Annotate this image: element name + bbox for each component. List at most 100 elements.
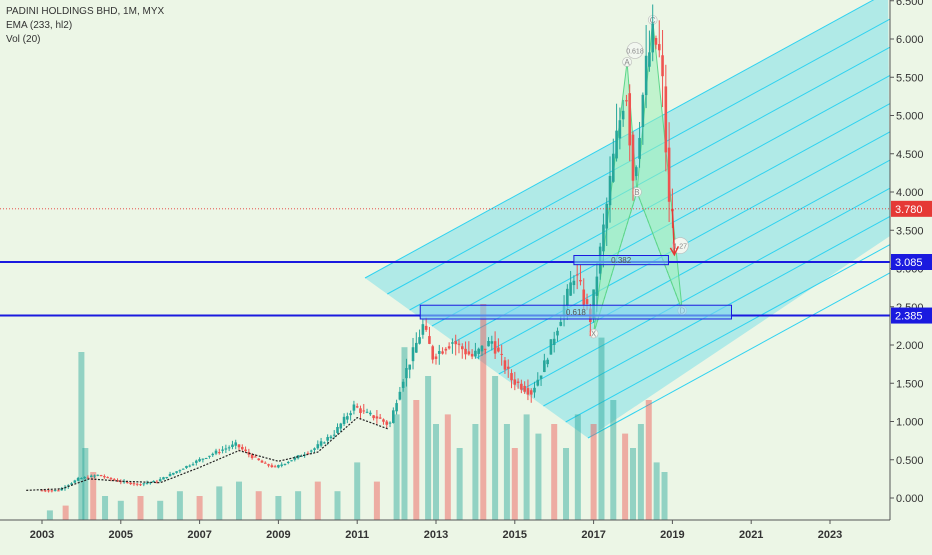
candle-body bbox=[238, 444, 241, 447]
x-tick-label: 2015 bbox=[503, 529, 527, 541]
candle-body bbox=[369, 413, 372, 415]
pattern-point-label: 1.27 bbox=[673, 244, 687, 251]
candle-body bbox=[546, 360, 549, 364]
candle-body bbox=[290, 460, 293, 461]
x-tick-label: 2009 bbox=[266, 529, 290, 541]
candle-body bbox=[651, 23, 654, 52]
pattern-point-label: X bbox=[591, 330, 597, 339]
legend-symbol: PADINI HOLDINGS BHD, 1M, MYX bbox=[6, 5, 164, 19]
candle-body bbox=[146, 483, 149, 484]
candle-body bbox=[362, 410, 365, 411]
volume-bar bbox=[512, 448, 518, 520]
candle-body bbox=[661, 55, 664, 76]
candle-body bbox=[619, 120, 622, 138]
candle-body bbox=[90, 476, 93, 477]
candle-body bbox=[605, 204, 608, 229]
y-tick-label: 5.000 bbox=[896, 111, 924, 123]
candle-body bbox=[353, 405, 356, 411]
candle-body bbox=[376, 416, 379, 418]
candle-body bbox=[185, 466, 188, 468]
candle-body bbox=[461, 346, 464, 349]
y-tick-label: 4.000 bbox=[896, 187, 924, 199]
candle-body bbox=[47, 490, 50, 491]
x-tick-label: 2013 bbox=[424, 529, 448, 541]
candle-body bbox=[317, 444, 320, 448]
fib-zone-label: 0.382 bbox=[611, 256, 632, 265]
candle-body bbox=[136, 484, 139, 485]
candle-body bbox=[468, 351, 471, 354]
level-tag-0: 3.085 bbox=[895, 257, 923, 269]
candle-body bbox=[635, 167, 638, 176]
candle-body bbox=[645, 56, 648, 95]
candle-body bbox=[379, 417, 382, 418]
candle-body bbox=[261, 461, 264, 463]
candle-body bbox=[642, 95, 645, 127]
candle-body bbox=[218, 452, 221, 453]
x-tick-label: 2019 bbox=[660, 529, 684, 541]
candle-body bbox=[569, 282, 572, 295]
candle-body bbox=[615, 131, 618, 159]
candle-body bbox=[277, 465, 280, 467]
volume-bar bbox=[413, 400, 419, 520]
y-tick-label: 2.000 bbox=[896, 340, 924, 352]
candle-body bbox=[458, 344, 461, 345]
candle-body bbox=[408, 365, 411, 370]
volume-bar bbox=[622, 434, 628, 520]
candle-body bbox=[336, 427, 339, 433]
candle-body bbox=[133, 483, 136, 484]
candle-body bbox=[445, 349, 448, 351]
volume-bar bbox=[504, 424, 510, 520]
volume-bar bbox=[433, 424, 439, 520]
candle-body bbox=[172, 473, 175, 475]
candle-body bbox=[389, 423, 392, 424]
candle-body bbox=[320, 441, 323, 445]
candle-body bbox=[609, 176, 612, 205]
candle-body bbox=[415, 343, 418, 353]
candle-body bbox=[638, 138, 641, 159]
volume-bar bbox=[654, 462, 660, 520]
candle-body bbox=[441, 351, 444, 353]
candle-body bbox=[454, 341, 457, 344]
candle-body bbox=[192, 464, 195, 465]
candle-body bbox=[280, 465, 283, 466]
candle-body bbox=[310, 451, 313, 452]
candle-body bbox=[412, 347, 415, 361]
volume-bar bbox=[63, 506, 69, 520]
volume-bar bbox=[216, 486, 222, 520]
y-tick-label: 1.500 bbox=[896, 378, 924, 390]
candle-body bbox=[267, 464, 270, 465]
candle-body bbox=[602, 225, 605, 252]
candle-body bbox=[195, 461, 198, 463]
y-tick-label: 0.500 bbox=[896, 455, 924, 467]
candle-body bbox=[399, 392, 402, 400]
candle-body bbox=[438, 351, 441, 354]
candle-body bbox=[520, 384, 523, 390]
candle-body bbox=[448, 346, 451, 348]
candle-body bbox=[139, 484, 142, 485]
candle-body bbox=[366, 412, 369, 413]
volume-bar bbox=[551, 424, 557, 520]
candle-body bbox=[451, 342, 454, 343]
volume-bar bbox=[457, 448, 463, 520]
candle-body bbox=[579, 280, 582, 281]
candle-body bbox=[405, 368, 408, 378]
candle-body bbox=[425, 326, 428, 330]
volume-bar bbox=[47, 510, 53, 520]
candle-body bbox=[507, 367, 510, 369]
candle-body bbox=[74, 480, 77, 482]
candle-body bbox=[57, 490, 60, 491]
candle-body bbox=[576, 274, 579, 275]
x-tick-label: 2021 bbox=[739, 529, 763, 541]
candle-body bbox=[582, 290, 585, 305]
legend-volume: Vol (20) bbox=[6, 33, 164, 47]
candle-body bbox=[566, 289, 569, 307]
y-tick-label: 3.500 bbox=[896, 225, 924, 237]
candle-body bbox=[418, 337, 421, 344]
y-tick-label: 6.000 bbox=[896, 34, 924, 46]
candle-body bbox=[543, 360, 546, 372]
candle-body bbox=[586, 299, 589, 304]
candle-body bbox=[165, 477, 168, 478]
candle-body bbox=[330, 437, 333, 438]
